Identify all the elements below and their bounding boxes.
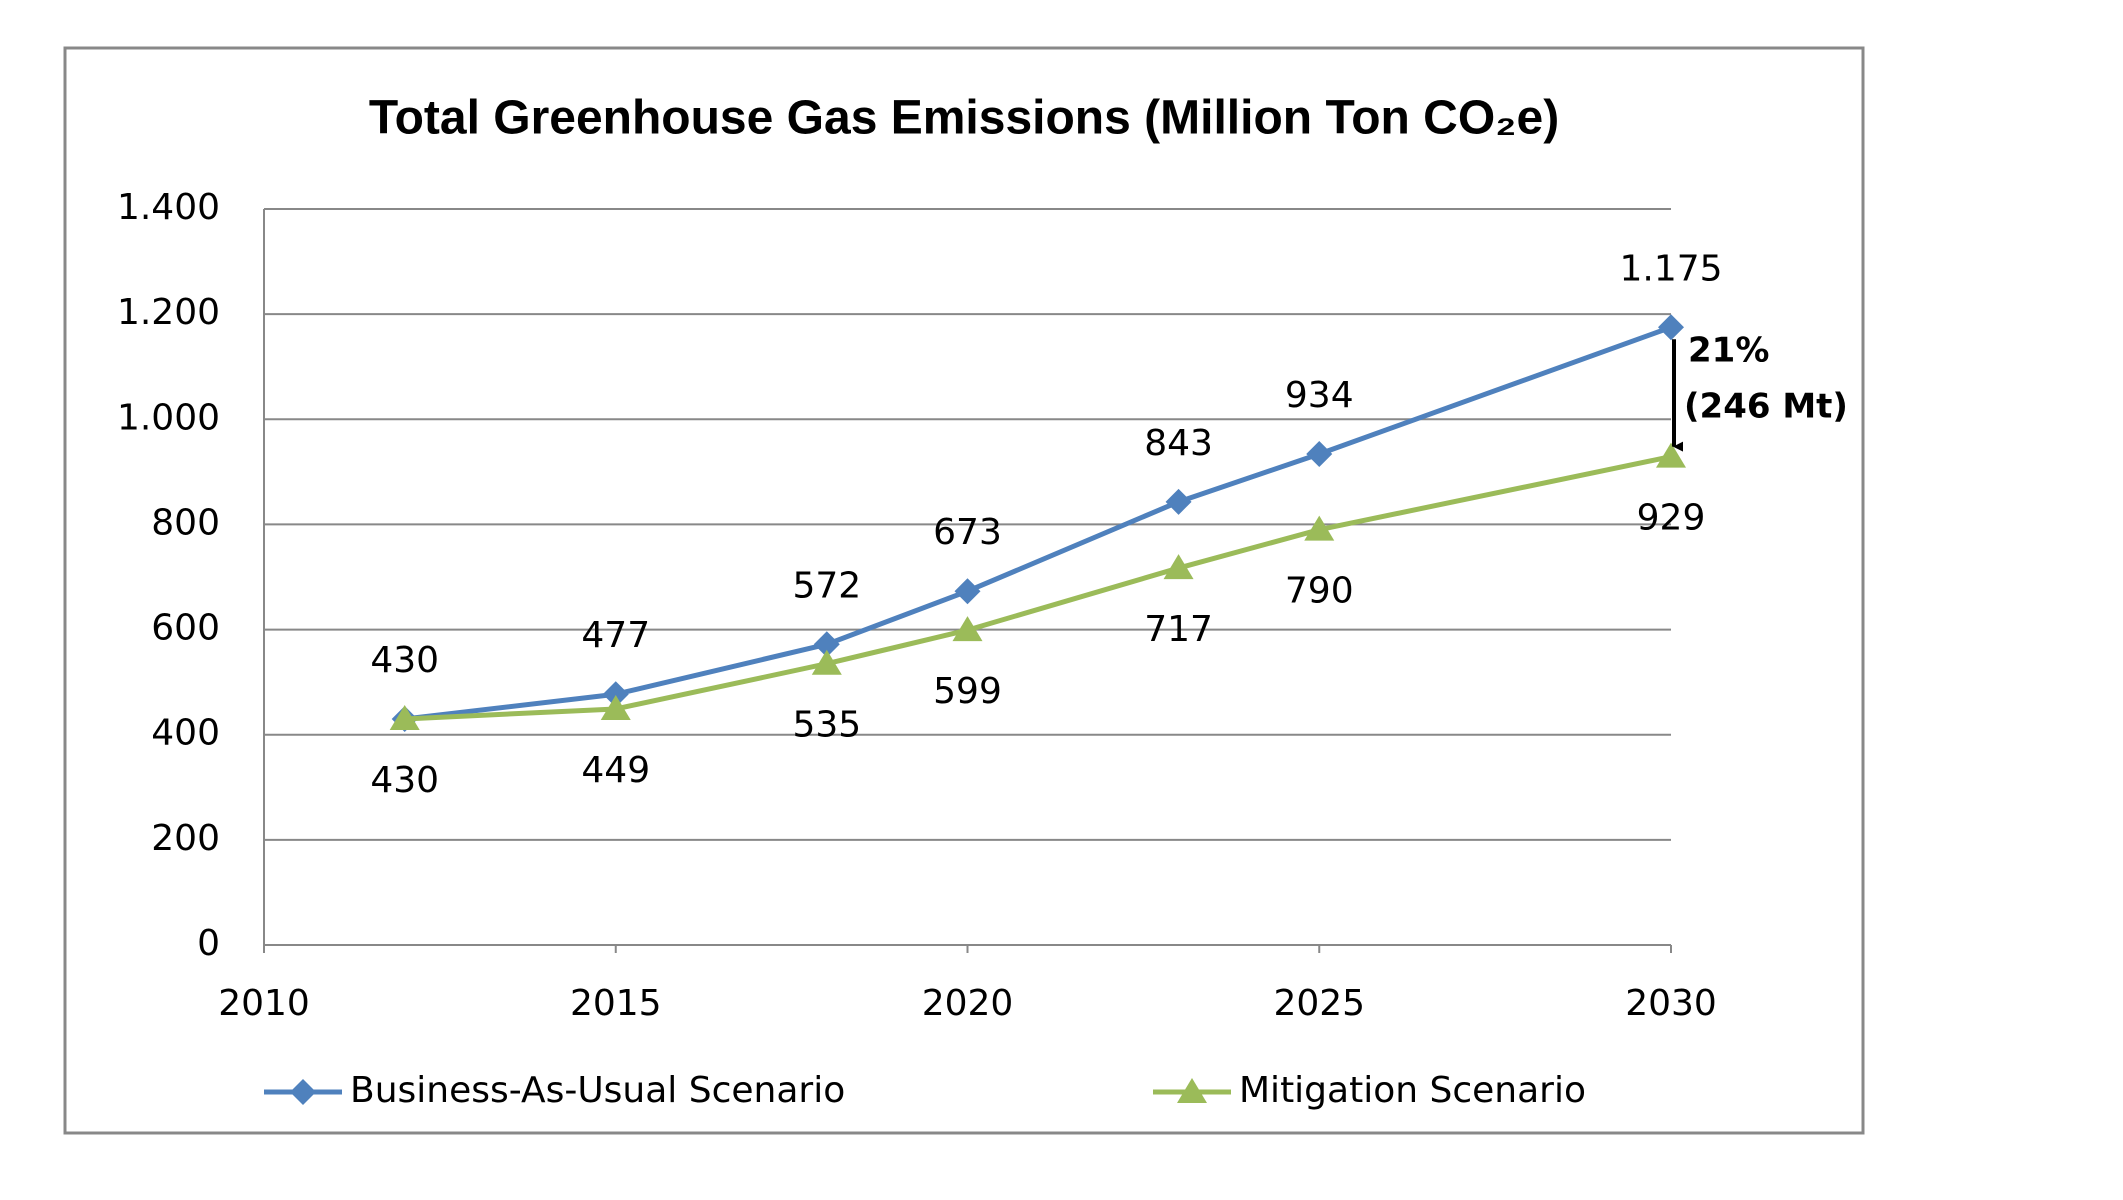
x-tick-label: 2015 <box>570 983 662 1024</box>
data-label: 929 <box>1637 498 1706 539</box>
data-label: 934 <box>1285 375 1354 416</box>
data-label: 717 <box>1144 609 1213 650</box>
data-point <box>1163 554 1194 580</box>
data-point <box>1656 442 1686 468</box>
x-tick-label: 2010 <box>218 983 310 1024</box>
data-point <box>389 704 420 730</box>
data-point <box>813 631 840 658</box>
data-label: 843 <box>1144 423 1213 464</box>
annotation: (246 Mt) <box>1684 386 1848 426</box>
data-point <box>1304 515 1335 541</box>
y-tick-label: 600 <box>151 608 220 649</box>
data-label: 430 <box>370 760 439 801</box>
data-label: 535 <box>792 705 861 746</box>
x-tick-label: 2020 <box>922 983 1014 1024</box>
data-label: 673 <box>933 512 1002 553</box>
data-label: 430 <box>370 640 439 681</box>
y-tick-label: 400 <box>151 713 220 754</box>
data-label: 790 <box>1285 571 1354 612</box>
y-tick-label: 1.000 <box>117 397 220 438</box>
data-point <box>602 681 629 708</box>
data-point <box>1658 314 1684 341</box>
legend-marker <box>290 1079 316 1105</box>
data-label: 572 <box>792 565 861 606</box>
legend-marker <box>1177 1078 1207 1103</box>
data-label: 1.175 <box>1619 248 1722 289</box>
chart-title: Total Greenhouse Gas Emissions (Million … <box>369 92 1559 145</box>
y-tick-label: 1.200 <box>117 292 220 333</box>
data-point <box>954 578 981 605</box>
x-tick-label: 2025 <box>1273 983 1365 1024</box>
data-point <box>1306 440 1333 467</box>
data-label: 449 <box>581 750 650 791</box>
y-tick-label: 1.400 <box>117 187 220 228</box>
y-tick-label: 200 <box>151 818 220 859</box>
data-label: 599 <box>933 671 1002 712</box>
data-point <box>1165 488 1192 515</box>
data-label: 477 <box>581 615 650 656</box>
y-tick-label: 0 <box>197 923 220 964</box>
data-point <box>811 649 842 675</box>
x-tick-label: 2030 <box>1625 983 1717 1024</box>
y-tick-label: 800 <box>151 502 220 543</box>
legend-label: Mitigation Scenario <box>1239 1070 1586 1111</box>
data-point <box>600 694 631 720</box>
legend-label: Business-As-Usual Scenario <box>350 1070 845 1111</box>
annotation: 21% <box>1688 330 1769 370</box>
data-point <box>952 616 983 642</box>
